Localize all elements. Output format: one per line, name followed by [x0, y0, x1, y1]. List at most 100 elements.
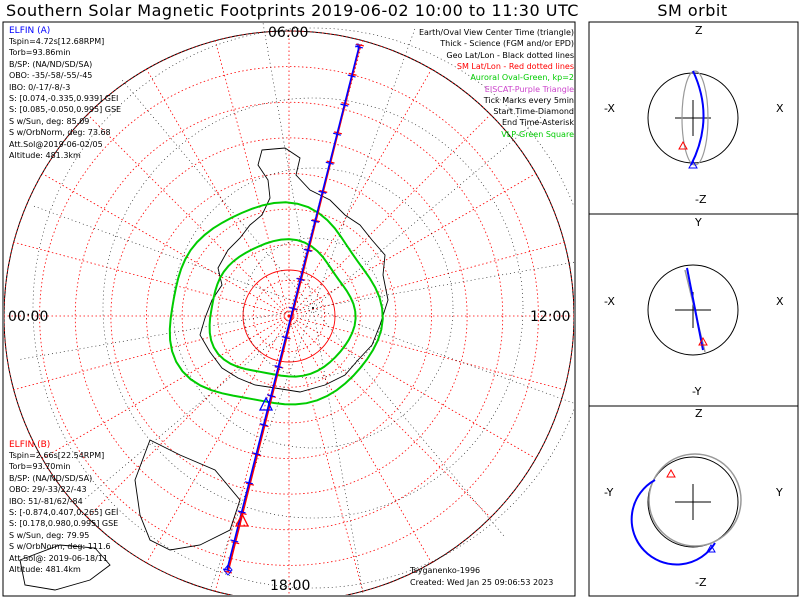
sm3-right-label: Y	[776, 486, 783, 499]
sm-inner-circle	[242, 269, 336, 363]
legend-item: Start Time-Diamond	[493, 107, 574, 117]
legend-item: EISCAT-Purple Triangle	[484, 84, 574, 94]
tick-mark	[231, 541, 240, 545]
sm3-bottom-label: -Z	[695, 576, 707, 589]
sm3-top-label: Z	[695, 407, 703, 420]
sm-frame	[588, 21, 799, 597]
tick-mark	[310, 219, 320, 223]
elfin-a-info-line: Altitude: 481.3km	[9, 151, 81, 160]
elfin-b-info-line: S: [0.178,0.980,0.995] GSE	[9, 519, 119, 529]
mlt-label-right: 12:00	[530, 309, 571, 325]
tick-mark	[332, 132, 342, 136]
created-label: Created: Wed Jan 25 09:06:53 2023	[410, 578, 554, 587]
sm1-orbit-a	[690, 70, 705, 166]
sm1-triangle	[678, 140, 688, 150]
model-label: Tsyganenko-1996	[410, 566, 481, 575]
sm1-left-label: -X	[604, 102, 615, 115]
elfin-b-info-line: Att.Sol@: 2019-06-18/11	[9, 553, 108, 563]
tick-mark	[347, 74, 356, 78]
sm-latitude-circle	[181, 208, 397, 424]
legend-item: Thick - Science (FGM and/or EPD)	[440, 39, 574, 49]
sm3-orbit-b	[648, 453, 742, 547]
sm-longitude-line	[41, 315, 290, 459]
tick-mark	[340, 103, 349, 107]
elfin-a-info-line: S: [0.074,-0.335,0.939] GEI	[9, 94, 119, 103]
sm-orbit-title: SM orbit	[657, 1, 728, 20]
tick-mark	[253, 453, 262, 457]
geo-longitude-line	[120, 77, 314, 309]
elfin-a-name: ELFIN (A)	[9, 26, 51, 36]
sm3-orbit-a	[630, 479, 716, 566]
sm2-bottom-label: -Y	[692, 385, 702, 398]
sm1-triangle	[688, 159, 698, 169]
sm-latitude-circle	[252, 279, 326, 353]
sm-longitude-line	[288, 315, 537, 459]
legend-item: SM Lat/Lon - Red dotted lines	[456, 61, 574, 71]
sm-longitude-line	[41, 173, 290, 317]
elfin-b-info-line: S w/OrbNorm, deg: 111.6	[9, 542, 111, 552]
sm-latitude-circle	[110, 137, 468, 495]
geo-longitude-line	[31, 204, 314, 309]
sm-longitude-line	[13, 315, 290, 391]
tick-mark	[354, 45, 364, 49]
auroral-oval-inner	[208, 238, 357, 378]
elfin-a-info-line: S w/OrbNorm, deg: 73.68	[9, 128, 111, 138]
antarctica-outline	[199, 147, 389, 393]
continent-outline	[134, 439, 241, 551]
elfin-b-info-line: B/SP: (NA/ND/SD/SA)	[9, 473, 93, 483]
sm-longitude-line	[214, 40, 290, 317]
elfin-b-info-line: IBO: 51/-81/62/-84	[9, 496, 83, 506]
sm-longitude-line	[288, 241, 565, 317]
legend-item: End Time-Asterisk	[501, 118, 574, 128]
elfin-a-info-line: Att.Sol@2019-06-02/05	[9, 139, 103, 149]
start-diamond	[223, 564, 233, 576]
sm-panel-3-earth	[647, 456, 739, 548]
tick-mark	[296, 277, 305, 282]
continent-outline	[19, 544, 111, 591]
geo-longitude-line	[312, 115, 544, 309]
legend-item: VLP-Green Square	[501, 129, 574, 139]
legend-item: Geo Lat/Lon - Black dotted lines	[446, 50, 574, 60]
tick-mark	[304, 248, 313, 252]
elfin-b-info-line: Torb=93.70min	[9, 462, 71, 472]
sm2-left-label: -X	[604, 295, 615, 308]
sm-longitude-line	[146, 68, 290, 317]
elfin-a-info-line: OBO: -35/-58/-55/-45	[9, 71, 93, 81]
geo-longitude-line	[312, 261, 574, 309]
tick-mark	[259, 423, 268, 427]
polar-plot: *	[4, 23, 574, 595]
elfin-a-info-line: Tspin=4.72s[12.68RPM]	[9, 37, 105, 46]
sm1-bottom-label: -Z	[695, 193, 707, 206]
sm1-top-label: Z	[695, 24, 703, 37]
chart-title: Southern Solar Magnetic Footprints 2019-…	[6, 1, 579, 20]
end-asterisk: *	[355, 41, 361, 55]
elfin-b-info-line: OBO: 29/-33/22/-43	[9, 485, 87, 495]
sm2-right-label: X	[776, 295, 784, 308]
sm-panel-2-earth	[647, 264, 739, 356]
legend-item: Earth/Oval View Center Time (triangle)	[418, 28, 574, 37]
tick-mark	[325, 161, 334, 165]
sm3-left-label: -Y	[604, 486, 614, 499]
mlt-label-left: 00:00	[8, 309, 49, 325]
tick-mark	[303, 248, 312, 252]
tick-mark	[355, 43, 365, 47]
sm-longitude-line	[87, 114, 290, 317]
legend-item: Tick Marks every 5min	[483, 95, 574, 105]
elfin-a-info-line: Torb=93.86min	[9, 48, 71, 58]
tick-mark	[260, 424, 269, 428]
sm-longitude-line	[288, 315, 364, 592]
tick-mark	[274, 365, 283, 369]
legend-item: Auroral Oval-Green, kp=2	[470, 73, 574, 83]
sm-longitude-line	[13, 241, 290, 317]
sm2-triangle	[698, 336, 708, 346]
tick-mark	[288, 306, 298, 311]
elfin-b-info-line: S w/Sun, deg: 79.95	[9, 530, 90, 540]
elfin-b-info-line: Tspin=2.66s[22.54RPM]	[9, 451, 105, 460]
sm-longitude-line	[288, 68, 432, 317]
elfin-a-info-line: S w/Sun, deg: 85.09	[9, 116, 90, 126]
elfin-b-info-line: S: [-0.874,0.407,0.265] GEI	[9, 508, 119, 517]
geo-longitude-line	[209, 307, 314, 590]
tick-mark	[311, 219, 321, 223]
sm-longitude-line	[288, 315, 491, 518]
main-frame	[2, 21, 576, 597]
